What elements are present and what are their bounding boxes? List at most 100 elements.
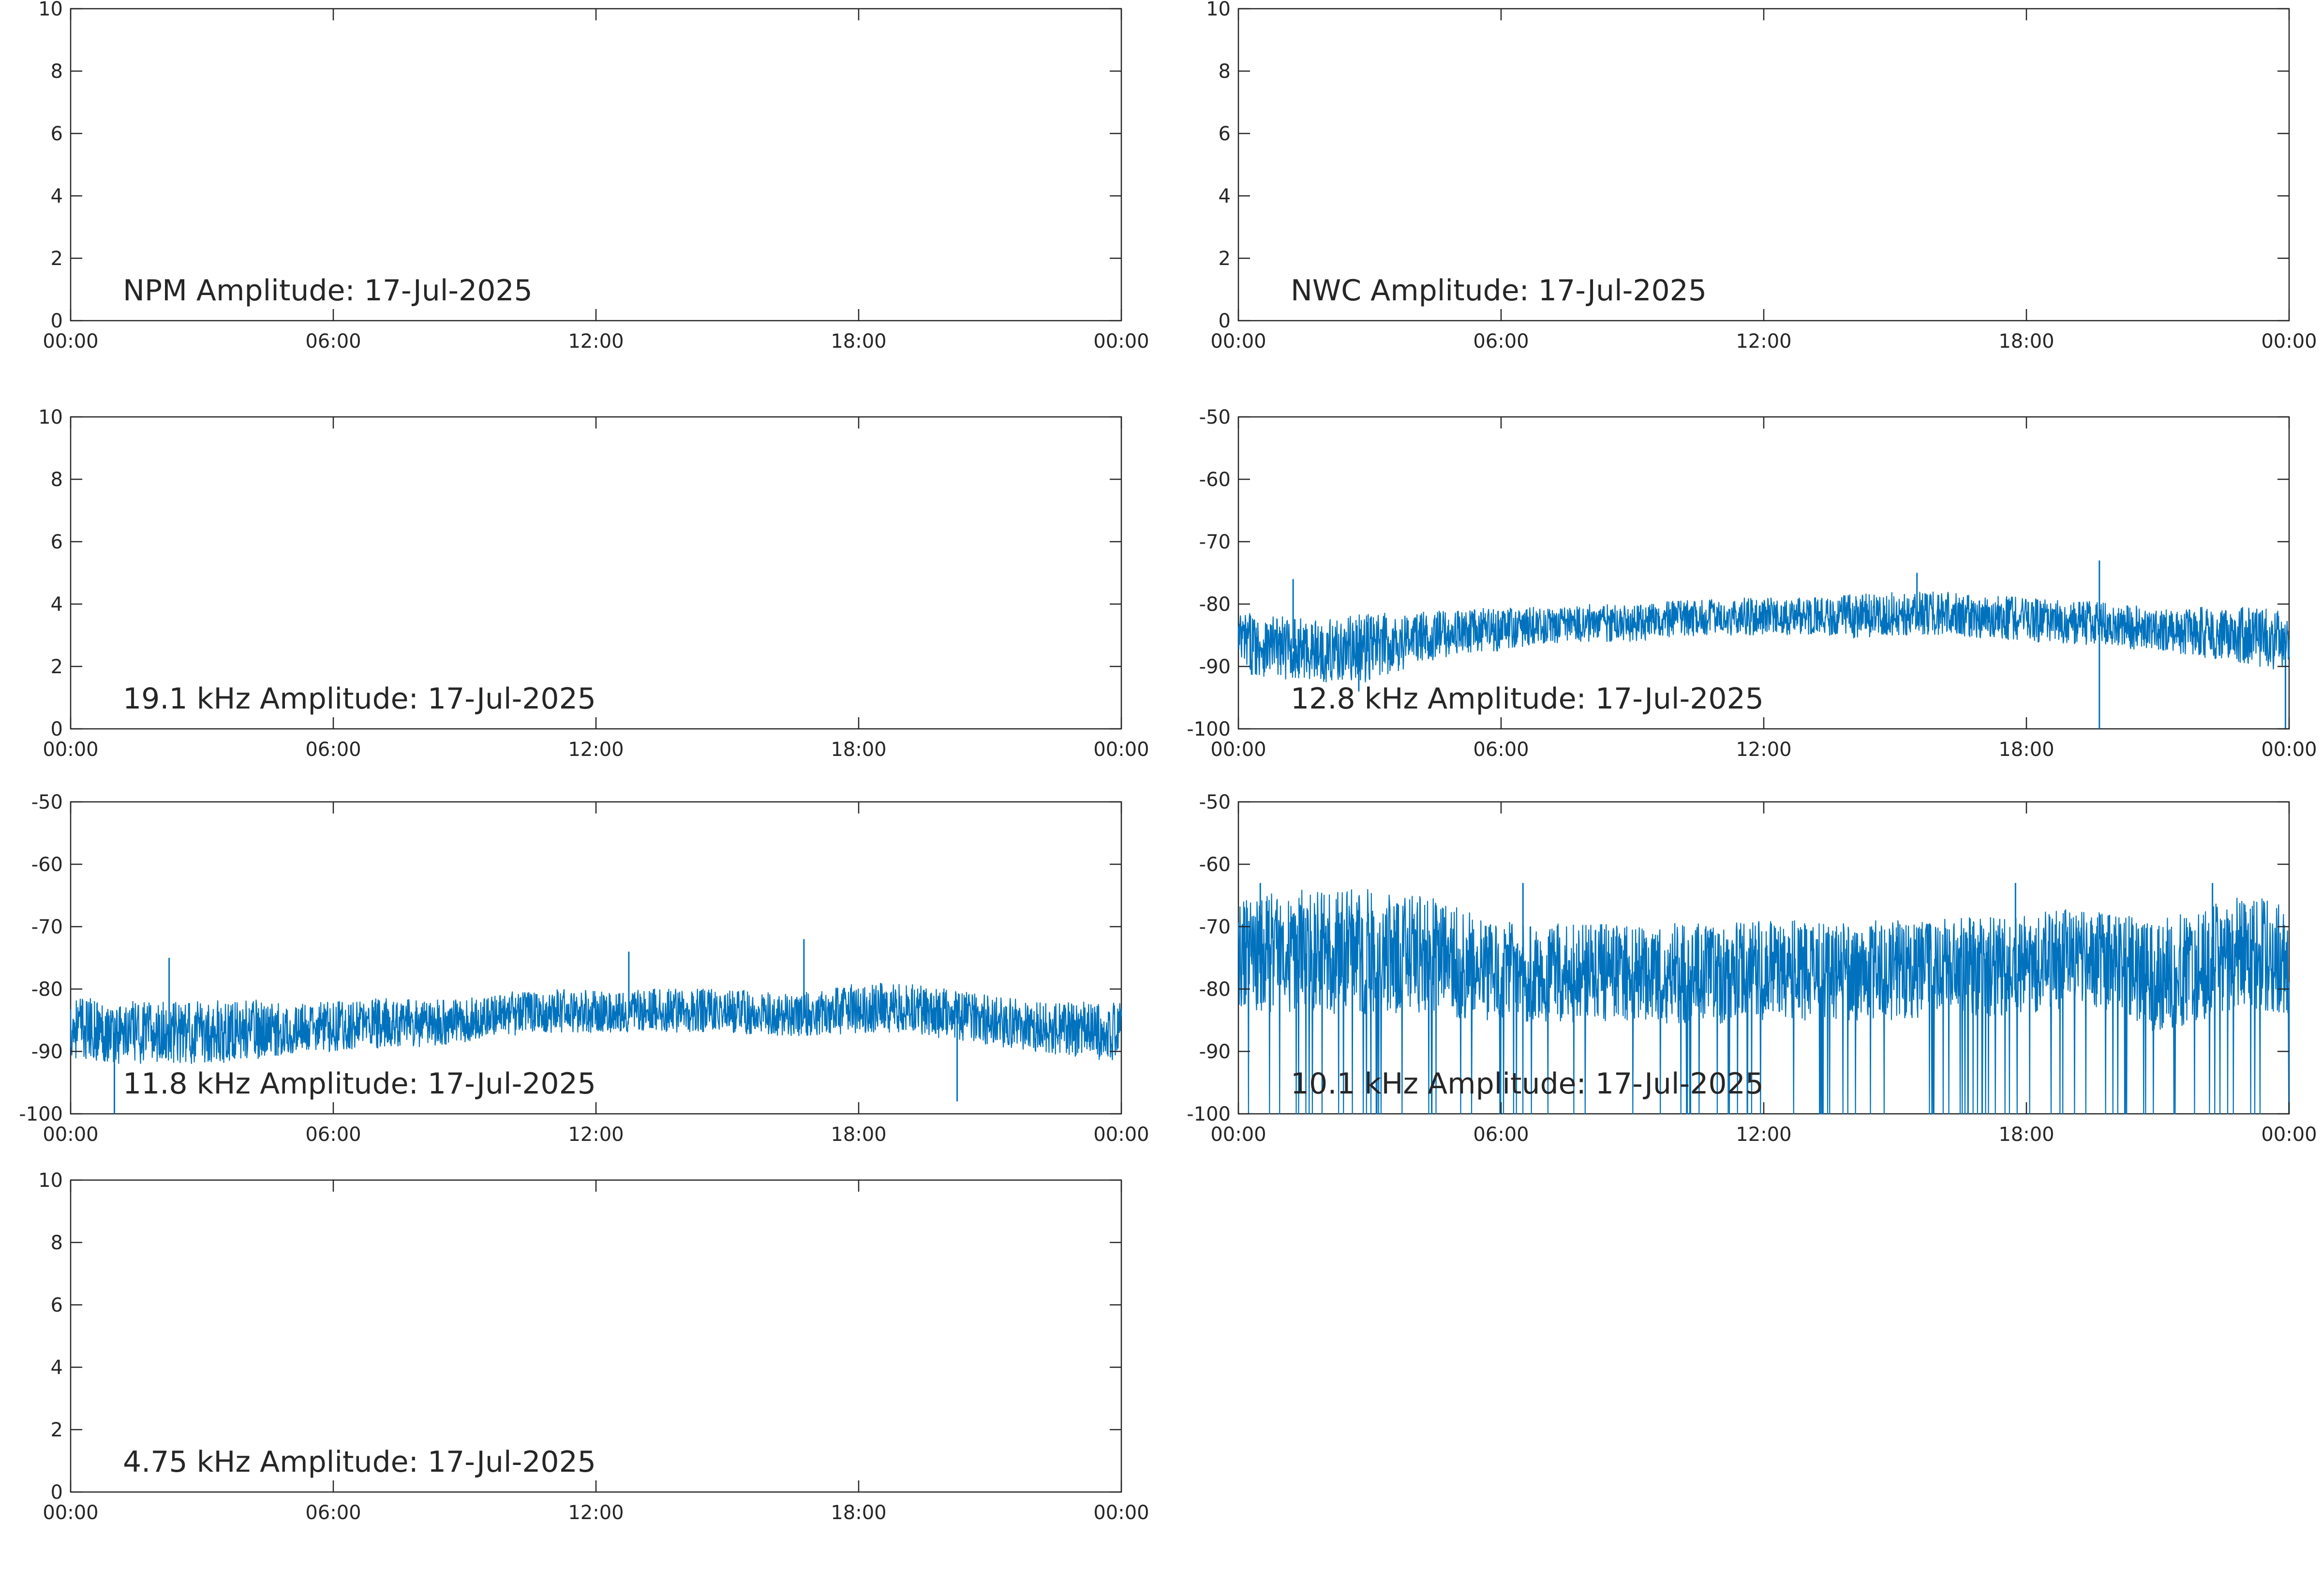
y-tick-label: 2 <box>51 248 63 270</box>
axes-frame <box>1237 8 2290 322</box>
x-tick-label: 00:00 <box>2261 1123 2317 1146</box>
x-tick-label: 00:00 <box>43 1502 98 1524</box>
y-tick-label: 4 <box>51 185 63 207</box>
y-tick-label: 0 <box>1219 310 1231 332</box>
x-tick-label: 00:00 <box>1093 1502 1149 1524</box>
y-tick-label: -50 <box>1199 406 1231 429</box>
y-tick-label: 0 <box>51 310 63 332</box>
y-tick-label: 4 <box>1219 185 1231 207</box>
x-tick-label: 12:00 <box>568 1123 624 1146</box>
x-tick-label: 06:00 <box>305 739 361 761</box>
y-tick-label: 6 <box>51 1294 63 1316</box>
panel-title: 19.1 kHz Amplitude: 17-Jul-2025 <box>123 682 596 716</box>
y-tick-label: 8 <box>51 60 63 83</box>
panel-title: 10.1 kHz Amplitude: 17-Jul-2025 <box>1291 1067 1764 1101</box>
x-tick-label: 18:00 <box>1998 739 2054 761</box>
y-tick-label: 6 <box>51 123 63 145</box>
x-tick-label: 00:00 <box>43 1123 98 1146</box>
x-tick-label: 00:00 <box>43 739 98 761</box>
x-tick-label: 06:00 <box>1473 739 1529 761</box>
x-tick-label: 00:00 <box>1093 330 1149 353</box>
y-tick-label: 6 <box>51 531 63 553</box>
x-tick-label: 06:00 <box>305 1123 361 1146</box>
x-tick-label: 18:00 <box>1998 330 2054 353</box>
y-tick-label: 2 <box>1219 248 1231 270</box>
y-tick-label: -80 <box>31 978 63 1001</box>
panel-12-8-khz-amplitude: 00:00 06:00 12:00 18:00 00:00-100-90-80-70-6… <box>1187 406 2317 761</box>
y-tick-label: 8 <box>1219 60 1231 83</box>
x-tick-label: 00:00 <box>1093 739 1149 761</box>
y-tick-label: -80 <box>1199 978 1231 1001</box>
y-tick-label: 4 <box>51 1357 63 1379</box>
y-tick-label: 10 <box>1206 0 1231 20</box>
x-tick-label: 12:00 <box>568 1502 624 1524</box>
series-line <box>1237 591 2290 682</box>
y-tick-label: -70 <box>1199 531 1231 553</box>
panel-10-1-khz-amplitude: 00:00 06:00 12:00 18:00 00:00-100-90-80-70-6… <box>1187 791 2317 1146</box>
x-tick-label: 06:00 <box>1473 330 1529 353</box>
panel-title: NPM Amplitude: 17-Jul-2025 <box>123 274 533 308</box>
y-tick-label: 8 <box>51 1232 63 1254</box>
axes-frame <box>70 416 1122 730</box>
y-tick-label: -100 <box>1187 718 1231 740</box>
x-tick-label: 06:00 <box>305 330 361 353</box>
y-tick-label: 8 <box>51 469 63 491</box>
y-tick-label: 2 <box>51 1419 63 1441</box>
y-tick-label: 2 <box>51 656 63 678</box>
x-tick-label: 00:00 <box>1210 739 1266 761</box>
y-tick-label: -80 <box>1199 593 1231 616</box>
x-tick-label: 12:00 <box>568 739 624 761</box>
x-tick-label: 18:00 <box>831 1502 886 1524</box>
y-tick-label: -90 <box>31 1041 63 1063</box>
x-tick-label: 06:00 <box>1473 1123 1529 1146</box>
series-line <box>1237 889 2290 1115</box>
panel-11-8-khz-amplitude: 00:00 06:00 12:00 18:00 00:00-100-90-80-70-6… <box>19 791 1149 1146</box>
x-tick-label: 00:00 <box>1210 1123 1266 1146</box>
axes-frame <box>70 1179 1122 1493</box>
axes-frame <box>70 801 1122 1115</box>
y-tick-label: -100 <box>1187 1103 1231 1125</box>
x-tick-label: 18:00 <box>831 1123 886 1146</box>
y-tick-label: 10 <box>38 406 63 429</box>
panel-title: 11.8 kHz Amplitude: 17-Jul-2025 <box>123 1067 596 1101</box>
panel-title: 12.8 kHz Amplitude: 17-Jul-2025 <box>1291 682 1764 716</box>
y-tick-label: -50 <box>1199 791 1231 813</box>
y-tick-label: -70 <box>31 916 63 938</box>
y-tick-label: -60 <box>1199 854 1231 876</box>
x-tick-label: 12:00 <box>1736 1123 1791 1146</box>
x-tick-label: 00:00 <box>1093 1123 1149 1146</box>
x-tick-label: 18:00 <box>831 739 886 761</box>
y-tick-label: 0 <box>51 1481 63 1504</box>
y-tick-label: 6 <box>1219 123 1231 145</box>
series-line <box>70 983 1122 1064</box>
panel-title: 4.75 kHz Amplitude: 17-Jul-2025 <box>123 1445 596 1479</box>
y-tick-label: 4 <box>51 593 63 616</box>
y-tick-label: 10 <box>38 1169 63 1192</box>
axes-frame <box>70 8 1122 322</box>
y-tick-label: -100 <box>19 1103 63 1125</box>
y-tick-label: -60 <box>1199 469 1231 491</box>
x-tick-label: 00:00 <box>2261 739 2317 761</box>
x-tick-label: 00:00 <box>1210 330 1266 353</box>
y-tick-label: -50 <box>31 791 63 813</box>
y-tick-label: -90 <box>1199 656 1231 678</box>
x-tick-label: 18:00 <box>1998 1123 2054 1146</box>
x-tick-label: 18:00 <box>831 330 886 353</box>
x-tick-label: 00:00 <box>43 330 98 353</box>
x-tick-label: 12:00 <box>568 330 624 353</box>
axes-frame <box>1237 416 2290 730</box>
y-tick-label: 0 <box>51 718 63 740</box>
x-tick-label: 12:00 <box>1736 739 1791 761</box>
y-tick-label: -60 <box>31 854 63 876</box>
y-tick-label: -90 <box>1199 1041 1231 1063</box>
x-tick-label: 06:00 <box>305 1502 361 1524</box>
panel-title: NWC Amplitude: 17-Jul-2025 <box>1291 274 1707 308</box>
x-tick-label: 12:00 <box>1736 330 1791 353</box>
y-tick-label: -70 <box>1199 916 1231 938</box>
y-tick-label: 10 <box>38 0 63 20</box>
